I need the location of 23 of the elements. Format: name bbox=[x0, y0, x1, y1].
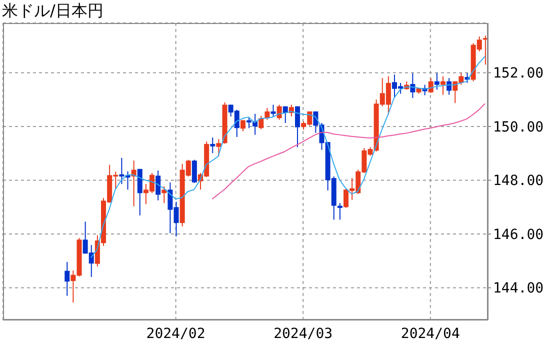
candlestick bbox=[192, 159, 197, 184]
x-tick-label: 2024/02 bbox=[146, 326, 206, 342]
candlestick bbox=[440, 76, 446, 96]
line-series bbox=[212, 103, 486, 200]
candlestick bbox=[156, 170, 161, 201]
x-tick-label: 2024/03 bbox=[274, 326, 333, 342]
x-tick-label: 2024/04 bbox=[400, 326, 460, 342]
candlestick bbox=[240, 119, 246, 132]
candlestick bbox=[216, 138, 222, 157]
chart-title: 米ドル/日本円 bbox=[2, 1, 104, 22]
candlestick bbox=[410, 72, 416, 98]
y-tick-label: 148.00 bbox=[493, 173, 544, 190]
candlestick bbox=[428, 78, 434, 94]
candlestick bbox=[434, 72, 440, 90]
candlestick bbox=[210, 137, 216, 154]
candlestick bbox=[337, 202, 342, 220]
y-tick-label: 144.00 bbox=[493, 280, 544, 297]
y-tick-label: 150.00 bbox=[493, 119, 544, 136]
candlestick bbox=[270, 104, 276, 118]
y-tick-label: 146.00 bbox=[493, 226, 544, 243]
candlestick bbox=[295, 106, 300, 148]
candlestick bbox=[64, 261, 70, 296]
y-tick-label: 152.00 bbox=[493, 66, 544, 82]
